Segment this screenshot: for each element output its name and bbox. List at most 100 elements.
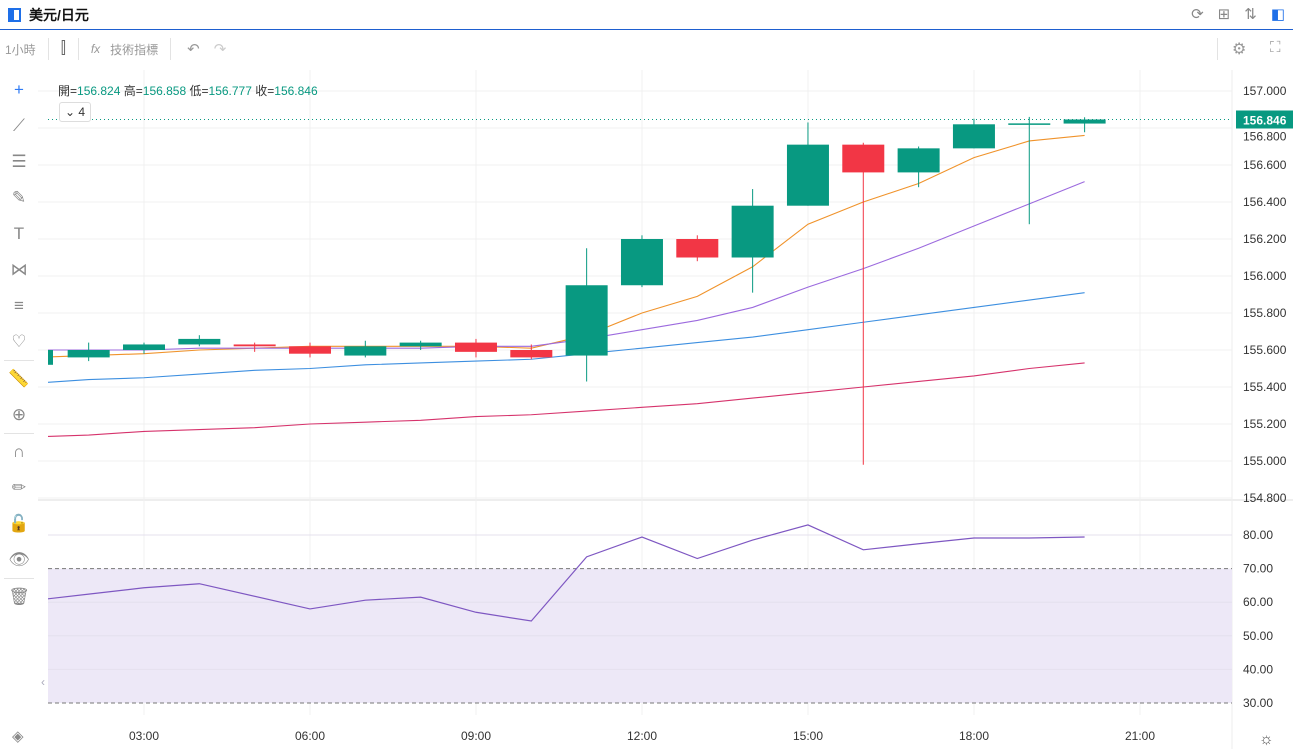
close-label: 收= — [255, 84, 275, 98]
fullscreen-icon[interactable]: ⛶ — [1270, 39, 1281, 56]
crosshair-icon[interactable]: + — [14, 80, 24, 99]
low-value: 156.777 — [208, 84, 252, 98]
unlock-icon[interactable]: 🔓 — [8, 514, 30, 533]
magnet-icon[interactable]: ∩ — [12, 442, 26, 461]
price-tick-label: 155.600 — [1243, 343, 1287, 357]
candle-body — [123, 344, 165, 350]
time-tick-label: 18:00 — [959, 729, 989, 743]
candle-body — [178, 338, 221, 345]
candle-body — [786, 144, 829, 206]
settings-icon[interactable]: ⚙ — [1232, 41, 1247, 58]
ma-line-ma1 — [48, 134, 1085, 358]
chart-settings-icon[interactable]: ☼ — [1259, 731, 1274, 748]
time-tick-label: 09:00 — [461, 729, 491, 743]
ohlc-legend: 開=156.824 高=156.858 低=156.777 收=156.846 — [58, 82, 318, 99]
candle-body — [510, 350, 553, 358]
zoom-in-icon[interactable]: ⊕ — [11, 405, 27, 424]
chart-toolbar: 1小時 ⫿ fx 技術指標 ↶ ↷ ⚙ ⛶ — [0, 31, 1293, 67]
low-label: 低= — [189, 84, 209, 98]
undo-button[interactable]: ↶ — [187, 41, 200, 58]
price-tick-label: 155.000 — [1243, 454, 1287, 468]
high-value: 156.858 — [142, 84, 187, 98]
ruler-icon[interactable]: 📏 — [8, 369, 30, 388]
candle-body — [344, 346, 387, 356]
horizontal-lines-icon[interactable]: ☰ — [11, 152, 27, 171]
candle-body — [731, 205, 774, 258]
open-value: 156.824 — [77, 84, 121, 98]
panel-toggle-icon[interactable]: ◧ — [1270, 6, 1285, 23]
interval-button[interactable]: 1小時 — [5, 42, 36, 57]
fib-icon[interactable]: ≡ — [14, 296, 24, 315]
price-tick-label: 156.000 — [1243, 269, 1287, 283]
rsi-tick-label: 70.00 — [1243, 562, 1273, 576]
rsi-tick-label: 60.00 — [1243, 595, 1273, 609]
fx-icon: fx — [90, 42, 101, 56]
rsi-line — [48, 524, 1085, 622]
refresh-icon[interactable]: ⟳ — [1191, 6, 1204, 23]
candle-body — [676, 239, 719, 258]
sort-icon[interactable]: ⇅ — [1244, 6, 1257, 23]
candle-body — [1063, 119, 1106, 124]
trash-icon[interactable]: 🗑 — [8, 587, 30, 606]
favorite-heart-icon[interactable]: ♡ — [11, 332, 27, 351]
rsi-tick-label: 40.00 — [1243, 662, 1273, 676]
divider — [170, 38, 172, 60]
price-tick-label: 155.200 — [1243, 417, 1287, 431]
time-tick-label: 03:00 — [129, 729, 159, 743]
divider — [77, 38, 79, 60]
divider — [1217, 38, 1218, 60]
collapse-sidebar-icon[interactable]: ‹ — [41, 675, 45, 689]
candle-body — [952, 124, 995, 149]
app-logo-icon — [8, 7, 21, 22]
brush-icon[interactable]: ✎ — [11, 188, 27, 207]
last-price-badge — [1236, 110, 1293, 129]
candle-body — [620, 239, 663, 286]
candle-body — [454, 342, 497, 352]
title-bar: 美元/日元 ⟳ ⊞ ⇅ ◧ — [0, 0, 1293, 30]
time-tick-label: 21:00 — [1125, 729, 1155, 743]
time-tick-label: 15:00 — [793, 729, 823, 743]
price-tick-label: 155.800 — [1243, 306, 1287, 320]
eye-icon[interactable]: 👁 — [8, 550, 30, 569]
ma-line-ma2 — [48, 181, 1085, 351]
rsi-tick-label: 50.00 — [1243, 629, 1273, 643]
ma-line-ma4 — [48, 362, 1085, 438]
divider — [47, 38, 49, 60]
rsi-tick-label: 30.00 — [1243, 696, 1273, 710]
price-tick-label: 156.800 — [1243, 129, 1287, 143]
ma-line-ma3 — [48, 292, 1085, 383]
symbol-title: 美元/日元 — [29, 6, 89, 23]
lock-drawing-icon[interactable]: ✏ — [11, 478, 27, 497]
close-value: 156.846 — [274, 84, 318, 98]
price-tick-label: 156.200 — [1243, 232, 1287, 246]
pattern-icon[interactable]: ⋈ — [10, 260, 28, 279]
redo-button[interactable]: ↷ — [213, 41, 227, 58]
time-tick-label: 12:00 — [627, 729, 657, 743]
candle-body — [288, 346, 331, 354]
last-price-label: 156.846 — [1243, 113, 1287, 127]
indicator-collapse-button[interactable]: ⌄ 4 — [59, 102, 91, 122]
candle-body — [1008, 123, 1051, 125]
open-label: 開= — [58, 84, 78, 98]
high-label: 高= — [123, 84, 143, 98]
text-icon[interactable]: T — [13, 224, 25, 243]
candle-body — [67, 350, 110, 358]
candle-body — [565, 285, 608, 356]
candle-body — [399, 342, 442, 347]
time-tick-label: 06:00 — [295, 729, 325, 743]
price-tick-label: 157.000 — [1243, 84, 1287, 98]
candle-partial — [48, 350, 53, 365]
drawing-toolbar: + ⟋ ☰ ✎ T ⋈ ≡ ♡ 📏 ⊕ ∩ ✏ 🔓 👁 🗑 — [0, 72, 38, 615]
price-tick-label: 156.400 — [1243, 195, 1287, 209]
price-tick-label: 155.400 — [1243, 380, 1287, 394]
candlestick-type-icon[interactable]: ⫿ — [60, 40, 66, 57]
candle-body — [897, 148, 940, 173]
trend-line-icon[interactable]: ⟋ — [13, 116, 25, 135]
grid-layout-icon[interactable]: ⊞ — [1217, 6, 1231, 23]
candle-body — [233, 344, 276, 347]
layers-icon[interactable]: ◈ — [12, 728, 24, 745]
candle-body — [842, 144, 885, 173]
indicators-button[interactable]: 技術指標 — [110, 42, 159, 57]
price-tick-label: 156.600 — [1243, 158, 1287, 172]
